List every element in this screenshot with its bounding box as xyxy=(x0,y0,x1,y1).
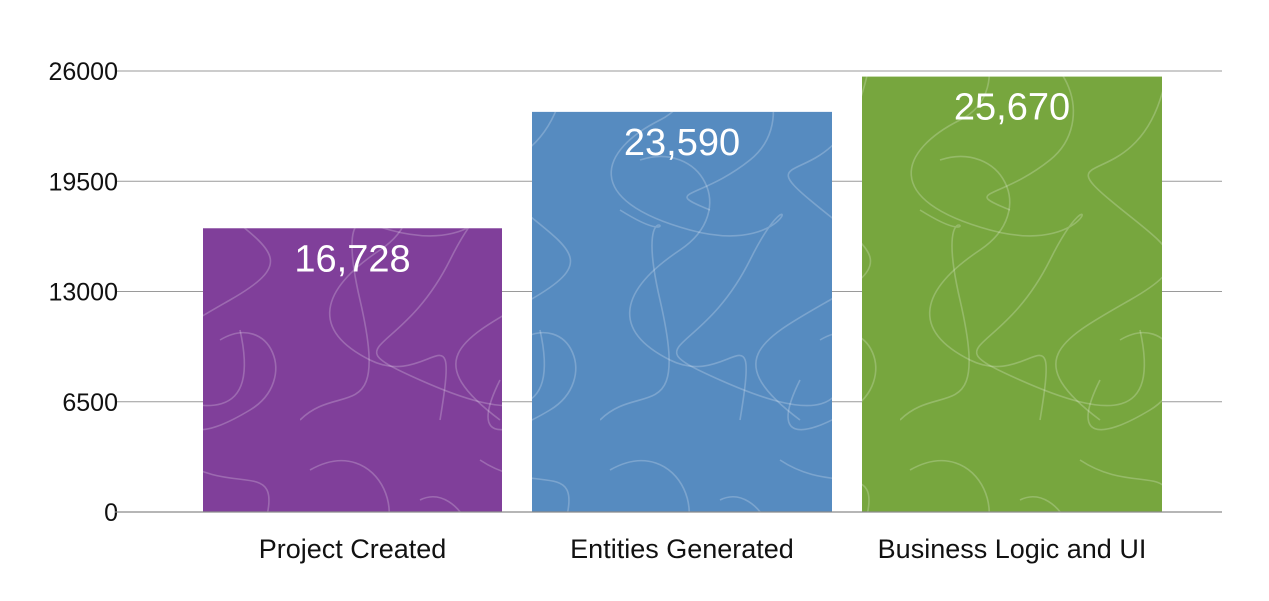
data-label: 23,590 xyxy=(624,122,740,164)
x-category-label: Project Created xyxy=(259,534,447,564)
data-label: 25,670 xyxy=(954,87,1070,129)
x-category-label: Business Logic and UI xyxy=(878,534,1147,564)
bar-texture xyxy=(862,76,1162,513)
y-tick-label: 6500 xyxy=(62,389,118,417)
data-label: 16,728 xyxy=(294,238,410,280)
bar-texture xyxy=(532,111,832,512)
x-category-label: Entities Generated xyxy=(570,534,794,564)
bar-texture xyxy=(203,228,502,512)
y-tick-label: 13000 xyxy=(48,279,118,307)
y-tick-label: 0 xyxy=(104,499,118,527)
y-tick-label: 19500 xyxy=(48,168,118,196)
y-tick-label: 26000 xyxy=(48,58,118,86)
